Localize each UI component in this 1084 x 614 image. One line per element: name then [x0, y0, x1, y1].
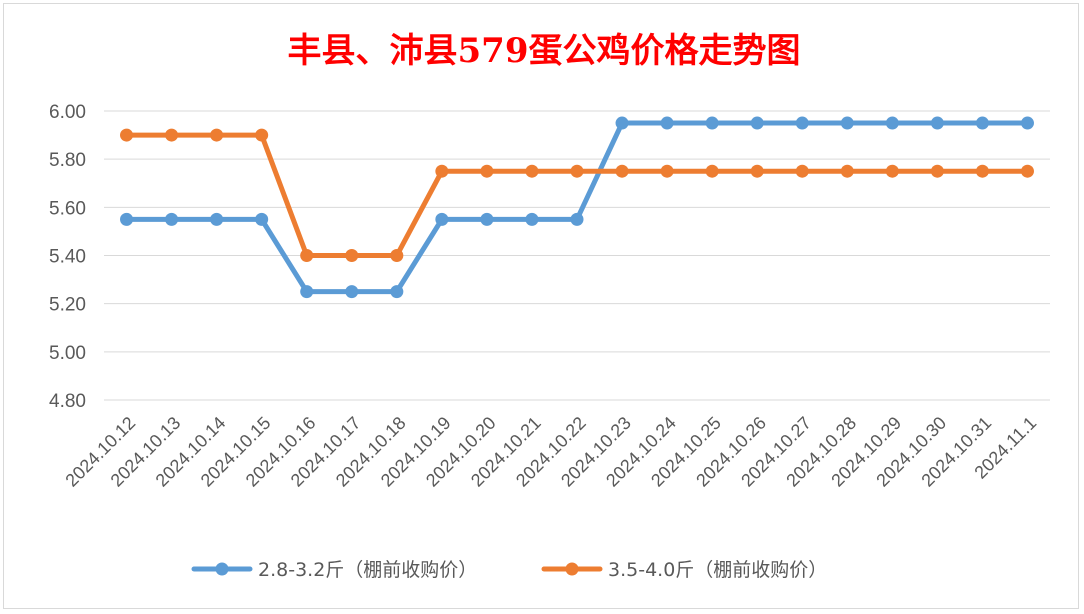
x-axis-ticks: 2024.10.122024.10.132024.10.142024.10.15… — [62, 413, 1041, 491]
data-point — [930, 164, 944, 178]
data-point — [1020, 116, 1034, 130]
y-tick-label: 5.00 — [49, 343, 86, 364]
data-point — [300, 249, 314, 262]
data-point — [345, 285, 359, 299]
line-chart: 丰县、沛县579蛋公鸡价格走势图 4.80 5.00 5.20 5.40 5.60 5.8… — [49, 31, 1050, 581]
data-point — [885, 116, 899, 130]
data-point — [435, 212, 449, 226]
y-axis-ticks: 4.80 5.00 5.20 5.40 5.60 5.80 6.00 — [49, 102, 86, 412]
data-point — [165, 128, 179, 142]
data-point — [390, 249, 404, 262]
data-point — [525, 212, 539, 226]
data-point — [165, 212, 179, 226]
data-point — [480, 164, 494, 178]
data-point — [705, 116, 719, 130]
legend-label: 2.8-3.2斤（棚前收购价） — [258, 559, 477, 581]
data-point — [840, 116, 854, 130]
y-tick-label: 5.60 — [49, 198, 86, 219]
y-tick-label: 4.80 — [49, 391, 86, 412]
data-point — [120, 128, 134, 142]
data-point — [885, 164, 899, 178]
legend-label: 3.5-4.0斤（棚前收购价） — [608, 559, 827, 581]
gridlines — [104, 110, 1050, 401]
legend-marker — [215, 562, 229, 576]
data-point — [615, 164, 629, 178]
legend-item: 2.8-3.2斤（棚前收购价） — [191, 559, 477, 581]
data-point — [210, 128, 224, 142]
data-point — [795, 116, 809, 130]
y-tick-label: 5.40 — [49, 247, 86, 268]
data-point — [525, 164, 539, 178]
data-point — [975, 116, 989, 130]
series-lines — [120, 116, 1034, 299]
data-point — [750, 164, 764, 178]
data-point — [570, 212, 584, 226]
data-point — [1020, 164, 1034, 178]
y-tick-label: 5.80 — [49, 150, 86, 171]
data-point — [795, 164, 809, 178]
legend: 2.8-3.2斤（棚前收购价） 3.5-4.0斤（棚前收购价） — [191, 559, 827, 581]
data-point — [390, 285, 404, 299]
data-point — [660, 164, 674, 178]
data-point — [840, 164, 854, 178]
chart-title: 丰县、沛县579蛋公鸡价格走势图 — [288, 31, 801, 71]
data-point — [120, 212, 134, 226]
data-point — [570, 164, 584, 178]
series-2 — [120, 128, 1034, 262]
data-point — [210, 212, 224, 226]
series-line — [124, 132, 1030, 258]
data-point — [300, 285, 314, 299]
data-point — [615, 116, 629, 130]
data-point — [255, 212, 269, 226]
data-point — [255, 128, 269, 142]
series-1 — [120, 116, 1034, 299]
chart-frame: 丰县、沛县579蛋公鸡价格走势图 4.80 5.00 5.20 5.40 5.60 5.8… — [3, 3, 1079, 609]
data-point — [705, 164, 719, 178]
data-point — [930, 116, 944, 130]
y-tick-label: 6.00 — [49, 102, 86, 123]
data-point — [435, 164, 449, 178]
data-point — [750, 116, 764, 130]
data-point — [480, 212, 494, 226]
data-point — [660, 116, 674, 130]
legend-item: 3.5-4.0斤（棚前收购价） — [541, 559, 827, 581]
y-tick-label: 5.20 — [49, 295, 86, 316]
legend-marker — [565, 562, 579, 576]
data-point — [345, 249, 359, 262]
data-point — [975, 164, 989, 178]
